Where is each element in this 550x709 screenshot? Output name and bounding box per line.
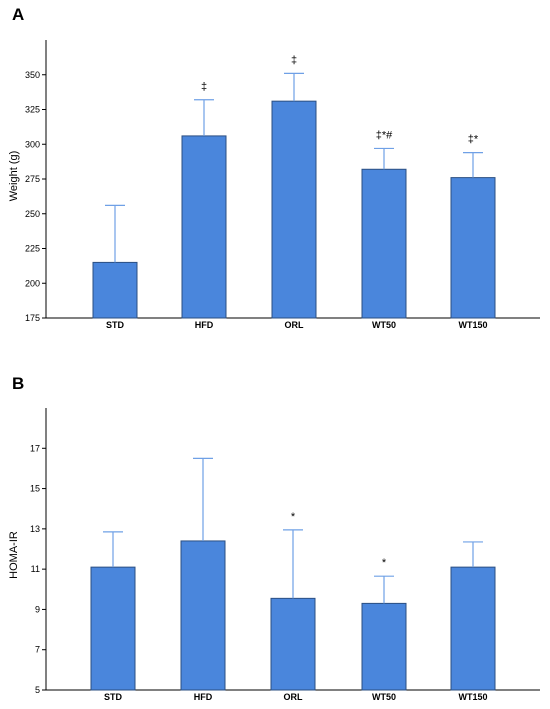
panel-b-y-tick-label: 17 <box>30 443 40 453</box>
panel-a-y-tick-label: 175 <box>25 313 40 323</box>
panel-a-y-tick-label: 350 <box>25 70 40 80</box>
panel-a-bar-orl <box>271 100 317 319</box>
panel-a-category-label-wt150: WT150 <box>458 320 487 330</box>
panel-b-bar-hfd <box>180 540 226 691</box>
panel-a-category-label-wt50: WT50 <box>372 320 396 330</box>
panel-a-bar-hfd <box>181 135 227 319</box>
panel-a-category-label-hfd: HFD <box>195 320 214 330</box>
panel-b-significance-orl: * <box>291 511 296 523</box>
panel-b-significance-wt50: * <box>382 557 387 569</box>
panel-a-weight-chart: A Weight (g) 175 200 225 250 275 300 325 350 STD… <box>8 5 540 330</box>
panel-b-category-label-wt50: WT50 <box>372 692 396 702</box>
panel-b-category-label-hfd: HFD <box>194 692 213 702</box>
panel-a-bar-wt50 <box>361 168 407 319</box>
panel-b-category-label-wt150: WT150 <box>458 692 487 702</box>
panel-b-y-tick-label: 5 <box>35 685 40 695</box>
panel-b-y-tick-label: 9 <box>35 604 40 614</box>
panel-b-letter: B <box>12 374 24 393</box>
panel-a-y-axis-label: Weight (g) <box>8 151 20 202</box>
panel-b-bar-wt50 <box>361 602 407 691</box>
panel-b-homa-chart: B HOMA-IR 5 7 9 11 13 15 17 STD HFD * ORL * WT50 WT15… <box>8 374 540 702</box>
panel-b-bar-std <box>90 566 136 691</box>
panel-b-y-axis-label: HOMA-IR <box>8 531 20 579</box>
panel-a-significance-orl: ‡ <box>291 54 297 66</box>
panel-a-significance-wt50: ‡*# <box>376 129 393 141</box>
panel-a-y-tick-label: 200 <box>25 278 40 288</box>
panel-a-y-tick-label: 300 <box>25 139 40 149</box>
panel-a-y-tick-label: 275 <box>25 174 40 184</box>
panel-b-category-label-orl: ORL <box>284 692 304 702</box>
panel-a-bar-std <box>92 261 138 319</box>
panel-a-y-tick-label: 225 <box>25 244 40 254</box>
panel-a-significance-wt150: ‡* <box>468 134 479 146</box>
panel-b-bar-orl <box>270 597 316 691</box>
panel-a-significance-hfd: ‡ <box>201 81 207 93</box>
panel-a-y-tick-label: 250 <box>25 209 40 219</box>
panel-a-y-tick-label: 325 <box>25 105 40 115</box>
panel-a-category-label-std: STD <box>106 320 125 330</box>
panel-a-bar-wt150 <box>450 177 496 319</box>
panel-b-category-label-std: STD <box>104 692 123 702</box>
panel-b-y-tick-label: 11 <box>31 564 40 574</box>
panel-b-y-tick-label: 13 <box>30 524 40 534</box>
panel-b-y-tick-label: 15 <box>30 484 40 494</box>
panel-b-bar-wt150 <box>450 566 496 691</box>
panel-a-letter: A <box>12 5 24 24</box>
panel-a-category-label-orl: ORL <box>285 320 305 330</box>
panel-b-y-tick-label: 7 <box>35 645 40 655</box>
